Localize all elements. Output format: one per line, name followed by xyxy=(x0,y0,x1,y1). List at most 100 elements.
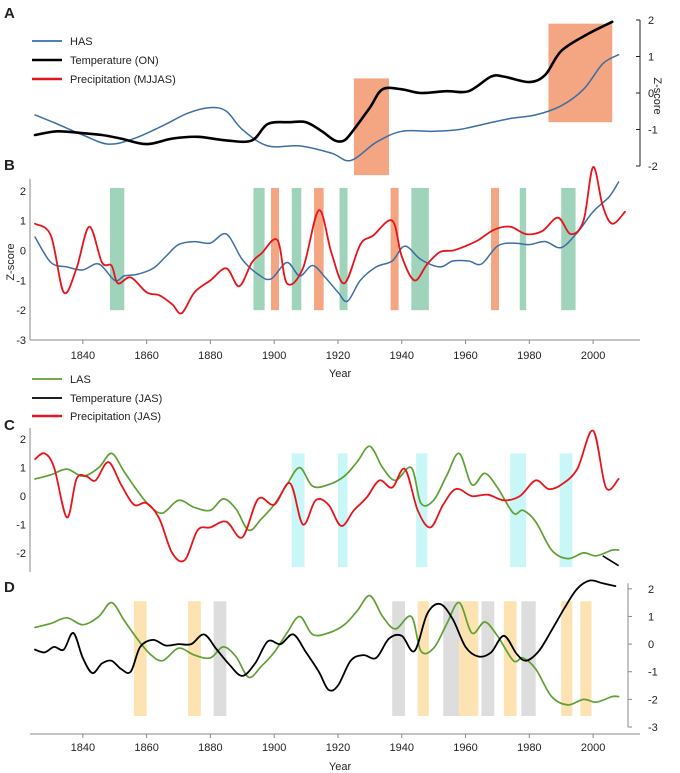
panel-b-x-tick-label: 1980 xyxy=(517,350,541,362)
panel-d-shade-5 xyxy=(443,601,460,716)
panel-d-shade-3 xyxy=(392,601,405,716)
panel-b-x-tick-label: 1920 xyxy=(326,350,350,362)
panel-b-shade-0 xyxy=(109,187,125,311)
legend-c: LAS Temperature (JAS) Precipitation (JAS… xyxy=(32,374,162,423)
panel-b-shade-9 xyxy=(519,187,527,311)
panel-c-temperature-line xyxy=(602,555,620,567)
panel-b-shade-5 xyxy=(339,187,348,311)
panel-b-shade-7 xyxy=(411,187,429,311)
panel-c-shade-4 xyxy=(559,453,573,568)
panel-b-y-tick-label: 1 xyxy=(20,216,26,228)
panel-d-x-tick-label: 1980 xyxy=(517,742,541,754)
panel-b-y-tick-label: -2 xyxy=(16,305,26,317)
panel-b-y-tick-label: 0 xyxy=(20,246,26,258)
panel-d-temperature-line xyxy=(34,579,617,692)
panel-b-x-tick-label: 2000 xyxy=(581,350,605,362)
panel-b-shade-2 xyxy=(271,187,279,311)
legend-a-temperature: Temperature (ON) xyxy=(70,55,159,67)
panel-a-y-tick-label: -1 xyxy=(648,125,658,137)
panel-b-shade-1 xyxy=(253,187,265,311)
panel-d-shade-7 xyxy=(481,601,495,716)
panel-a-temperature-line xyxy=(33,20,614,146)
axes-layer: 2 1 0 -1 -2 2 1 0 -1 -2 -3 1840 1860 1880 1900 1920 1940… xyxy=(16,15,658,754)
panel-d-y-tick-label: -2 xyxy=(648,694,658,706)
panel-a-shaded-regions xyxy=(353,23,613,176)
panel-d-x-tick-label: 1920 xyxy=(326,742,350,754)
panel-d-y-tick-label: -3 xyxy=(648,722,658,734)
panel-d-shade-4 xyxy=(417,601,429,716)
panel-d-y-tick-label: -1 xyxy=(648,667,658,679)
panel-b-y-tick-label: -1 xyxy=(16,275,26,287)
legend-c-las: LAS xyxy=(70,374,91,386)
panel-b-shade-4 xyxy=(314,187,324,311)
panel-c-las-line xyxy=(34,445,620,560)
panel-b-shade-3 xyxy=(291,187,302,311)
panel-b-y-tick-label: -3 xyxy=(16,335,26,347)
panel-b-shade-6 xyxy=(390,187,399,311)
panel-c-y-tick-label: -2 xyxy=(16,548,26,560)
panel-d-y-tick-label: 0 xyxy=(648,639,654,651)
panel-d-las-line xyxy=(34,594,620,706)
panel-d-shaded-regions xyxy=(133,601,592,716)
panel-b-x-title: Year xyxy=(329,368,352,380)
legend-a: HAS Temperature (ON) Precipitation (MJJA… xyxy=(32,36,176,86)
panel-c-y-tick-label: -1 xyxy=(16,520,26,532)
panel-d-shade-8 xyxy=(503,601,517,716)
panel-label-c: C xyxy=(4,417,15,434)
panel-d-x-tick-label: 1880 xyxy=(198,742,222,754)
panel-label-a: A xyxy=(4,5,15,22)
panel-d-shade-6 xyxy=(459,601,479,716)
panel-d-x-tick-label: 1960 xyxy=(453,742,477,754)
panel-c-precipitation-line xyxy=(34,429,620,563)
panel-b-x-tick-label: 1940 xyxy=(390,350,414,362)
panel-b-y-title: Z-score xyxy=(5,243,17,280)
panel-c-y-tick-label: 2 xyxy=(20,434,26,446)
panel-b-precipitation-line xyxy=(34,166,626,315)
panel-label-d: D xyxy=(4,579,15,596)
legend-c-temperature: Temperature (JAS) xyxy=(70,393,162,405)
panel-b-x-tick-label: 1840 xyxy=(71,350,95,362)
panel-d-shade-2 xyxy=(213,601,227,716)
panel-b-x-tick-label: 1880 xyxy=(198,350,222,362)
panel-b-y-tick-label: 2 xyxy=(20,186,26,198)
panel-a-y-title: Z-score xyxy=(651,77,663,114)
panel-a-shade-0 xyxy=(353,78,389,176)
panel-b-x-tick-label: 1860 xyxy=(134,350,158,362)
panel-d-x-title: Year xyxy=(329,761,352,773)
panel-a-y-tick-label: 1 xyxy=(648,52,654,64)
panel-b-x-tick-label: 1960 xyxy=(453,350,477,362)
panel-d-x-tick-label: 1940 xyxy=(390,742,414,754)
panel-d-shade-9 xyxy=(521,601,536,716)
panel-a-y-tick-label: 2 xyxy=(648,15,654,27)
panel-d-y-tick-label: 1 xyxy=(648,611,654,623)
legend-a-has: HAS xyxy=(70,36,93,48)
panel-d-x-tick-label: 1900 xyxy=(262,742,286,754)
panel-d-shade-1 xyxy=(188,601,201,716)
panel-a-y-tick-label: -2 xyxy=(648,161,658,173)
panel-d-y-tick-label: 2 xyxy=(648,584,654,596)
panel-d-shade-11 xyxy=(580,601,592,716)
legend-c-precipitation: Precipitation (JAS) xyxy=(70,411,161,423)
panel-d-shade-10 xyxy=(561,601,573,716)
panel-b-shaded-regions xyxy=(109,187,576,311)
panel-b-x-tick-label: 1900 xyxy=(262,350,286,362)
panel-c-shaded-regions xyxy=(291,453,573,568)
panel-c-y-tick-label: 0 xyxy=(20,491,26,503)
panel-c-shade-3 xyxy=(510,453,527,568)
panel-b-has-line xyxy=(34,181,620,303)
panel-d-x-tick-label: 1840 xyxy=(71,742,95,754)
panel-d-shade-0 xyxy=(133,601,147,716)
panel-b-shade-10 xyxy=(561,187,576,311)
series-lines xyxy=(33,20,626,706)
panel-c-shade-2 xyxy=(416,453,428,568)
panel-a-shade-1 xyxy=(548,23,613,123)
panel-d-x-tick-label: 2000 xyxy=(581,742,605,754)
panel-a-y-tick-label: 0 xyxy=(648,88,654,100)
panel-a-has-line xyxy=(34,53,620,162)
panel-c-y-tick-label: 1 xyxy=(20,463,26,475)
legend-a-precipitation: Precipitation (MJJAS) xyxy=(70,74,176,86)
panel-label-b: B xyxy=(4,157,15,174)
panel-d-x-tick-label: 1860 xyxy=(134,742,158,754)
panel-c-shade-1 xyxy=(337,453,348,568)
